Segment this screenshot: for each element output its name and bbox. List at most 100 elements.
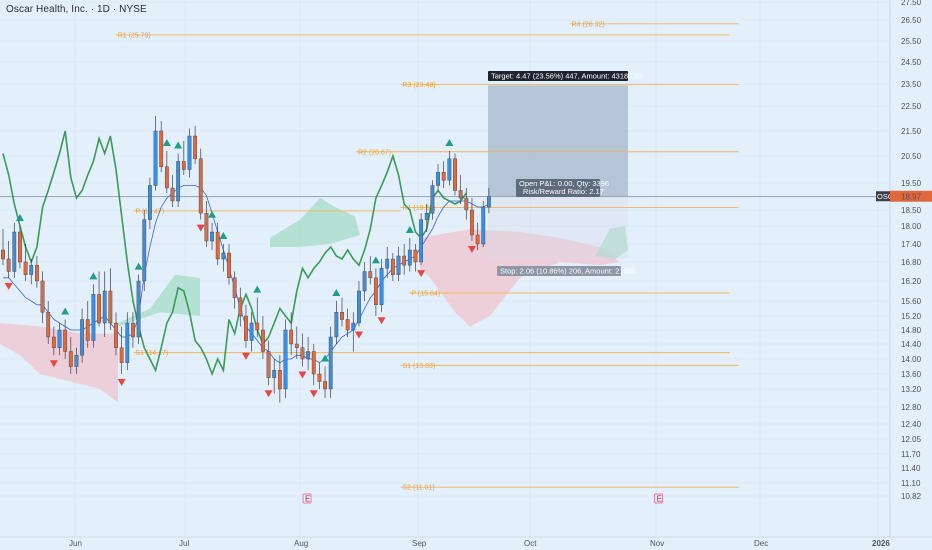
candle[interactable] [176, 161, 181, 202]
stop-zone[interactable] [488, 196, 628, 259]
candle[interactable] [221, 252, 226, 260]
candle[interactable] [323, 381, 327, 390]
candle[interactable] [283, 329, 288, 390]
candle[interactable] [345, 319, 350, 331]
candle[interactable] [136, 280, 141, 338]
candle[interactable] [159, 130, 164, 167]
candle[interactable] [249, 322, 254, 341]
candle[interactable] [187, 135, 192, 170]
candle[interactable] [470, 209, 474, 236]
candle[interactable] [261, 329, 265, 352]
price-axis-tick: 14.00 [901, 355, 922, 364]
candle[interactable] [63, 329, 68, 352]
candle[interactable] [46, 312, 51, 338]
candle[interactable] [277, 370, 282, 390]
candle[interactable] [328, 336, 333, 390]
candle[interactable] [232, 277, 237, 298]
candle[interactable] [436, 171, 440, 186]
price-axis-tick: 11.10 [901, 479, 921, 488]
candle[interactable] [131, 322, 135, 338]
candle[interactable] [238, 297, 243, 317]
candle[interactable] [204, 212, 209, 242]
candle[interactable] [227, 252, 231, 279]
candle[interactable] [198, 158, 203, 214]
candle[interactable] [368, 271, 373, 279]
candle[interactable] [18, 231, 22, 263]
candle[interactable] [74, 355, 79, 367]
price-axis-tick: 21.50 [901, 127, 922, 136]
candle[interactable] [453, 158, 457, 191]
candle[interactable] [97, 294, 101, 324]
buy-signal-marker [89, 272, 98, 280]
buy-signal-marker [371, 256, 380, 264]
candle[interactable] [340, 312, 344, 320]
candle[interactable] [119, 347, 124, 363]
candle[interactable] [441, 171, 446, 181]
candle[interactable] [12, 231, 17, 272]
candle[interactable] [294, 343, 299, 348]
candle[interactable] [447, 158, 452, 181]
candle[interactable] [244, 315, 248, 341]
candle[interactable] [68, 351, 73, 367]
target-zone[interactable] [488, 85, 628, 197]
candle[interactable] [289, 329, 294, 345]
candle[interactable] [458, 190, 463, 199]
candle[interactable] [334, 312, 339, 338]
candle[interactable] [142, 219, 147, 282]
candle[interactable] [57, 329, 62, 348]
candle[interactable] [91, 294, 96, 341]
price-axis-tick: 24.50 [901, 58, 922, 67]
earnings-marker[interactable] [654, 493, 663, 504]
candle[interactable] [210, 231, 214, 242]
candle[interactable] [390, 258, 395, 275]
candle[interactable] [475, 234, 480, 245]
candle[interactable] [300, 347, 305, 360]
candle[interactable] [379, 268, 384, 305]
candle[interactable] [1, 249, 5, 260]
candle[interactable] [396, 255, 401, 275]
candle[interactable] [351, 322, 356, 331]
candle[interactable] [147, 185, 152, 220]
candle[interactable] [6, 258, 11, 272]
earnings-marker[interactable] [302, 493, 312, 504]
candle[interactable] [487, 196, 491, 208]
candle[interactable] [102, 290, 107, 324]
candle[interactable] [424, 212, 429, 220]
candle[interactable] [40, 280, 45, 313]
candle[interactable] [29, 264, 34, 275]
candle[interactable] [385, 258, 390, 269]
stop-label: Stop: 2.06 (10.86%) 206, Amount: 21006 [500, 267, 636, 276]
candle[interactable] [464, 197, 469, 211]
candle[interactable] [407, 249, 412, 266]
candle[interactable] [374, 277, 378, 305]
candle[interactable] [23, 261, 28, 275]
candle[interactable] [317, 373, 322, 382]
candle[interactable] [108, 290, 113, 324]
candle[interactable] [255, 322, 260, 331]
candle[interactable] [153, 130, 158, 186]
candle[interactable] [35, 264, 39, 282]
candle[interactable] [266, 351, 271, 378]
candle[interactable] [215, 231, 220, 260]
candle[interactable] [413, 249, 418, 263]
candle[interactable] [164, 166, 169, 189]
candle[interactable] [272, 370, 277, 378]
candle[interactable] [80, 319, 85, 356]
candle[interactable] [481, 206, 486, 245]
candle[interactable] [85, 319, 90, 341]
candle[interactable] [170, 187, 175, 202]
candle[interactable] [430, 185, 435, 214]
candle[interactable] [114, 322, 118, 348]
candle[interactable] [51, 336, 56, 348]
candle[interactable] [125, 322, 130, 363]
candle[interactable] [419, 219, 423, 263]
candle[interactable] [357, 290, 361, 324]
sell-signal-marker [417, 270, 426, 278]
candle[interactable] [181, 161, 186, 170]
candle[interactable] [193, 135, 197, 159]
candle[interactable] [306, 351, 310, 360]
candle[interactable] [402, 255, 407, 266]
candle[interactable] [311, 351, 316, 375]
candle[interactable] [362, 271, 367, 292]
